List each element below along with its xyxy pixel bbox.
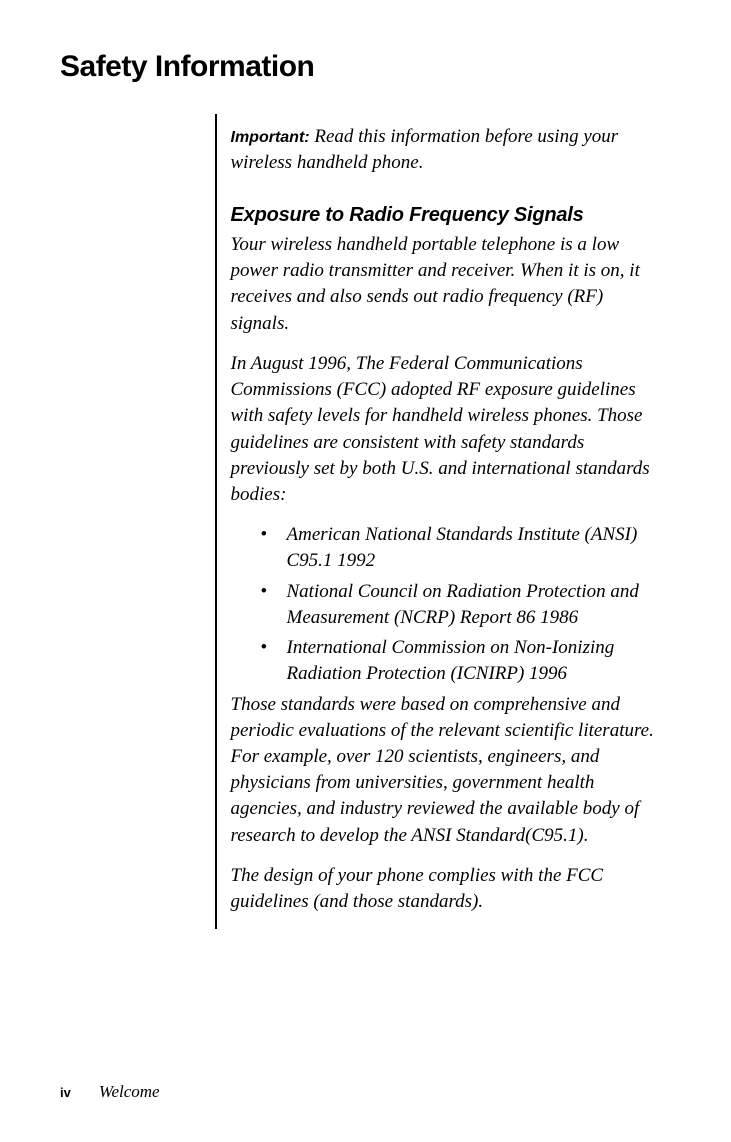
sub-heading: Exposure to Radio Frequency Signals <box>231 202 662 230</box>
list-item: International Commission on Non-Ionizing… <box>231 635 662 687</box>
paragraph-4: The design of your phone complies with t… <box>231 863 662 915</box>
left-gutter <box>60 114 215 929</box>
page-title: Safety Information <box>60 50 661 84</box>
important-paragraph: Important: Read this information before … <box>231 124 662 176</box>
page-footer: iv Welcome <box>60 1082 160 1102</box>
body-wrap: Important: Read this information before … <box>60 114 661 929</box>
paragraph-2: In August 1996, The Federal Communicatio… <box>231 351 662 508</box>
content-column: Important: Read this information before … <box>217 114 662 929</box>
page-number: iv <box>60 1085 71 1100</box>
important-label: Important: <box>231 129 310 146</box>
document-page: Safety Information Important: Read this … <box>0 0 731 1142</box>
paragraph-3: Those standards were based on comprehens… <box>231 692 662 849</box>
paragraph-1: Your wireless handheld portable telephon… <box>231 232 662 337</box>
section-label: Welcome <box>99 1082 160 1101</box>
standards-list: American National Standards Institute (A… <box>231 522 662 687</box>
list-item: American National Standards Institute (A… <box>231 522 662 574</box>
list-item: National Council on Radiation Protection… <box>231 579 662 631</box>
